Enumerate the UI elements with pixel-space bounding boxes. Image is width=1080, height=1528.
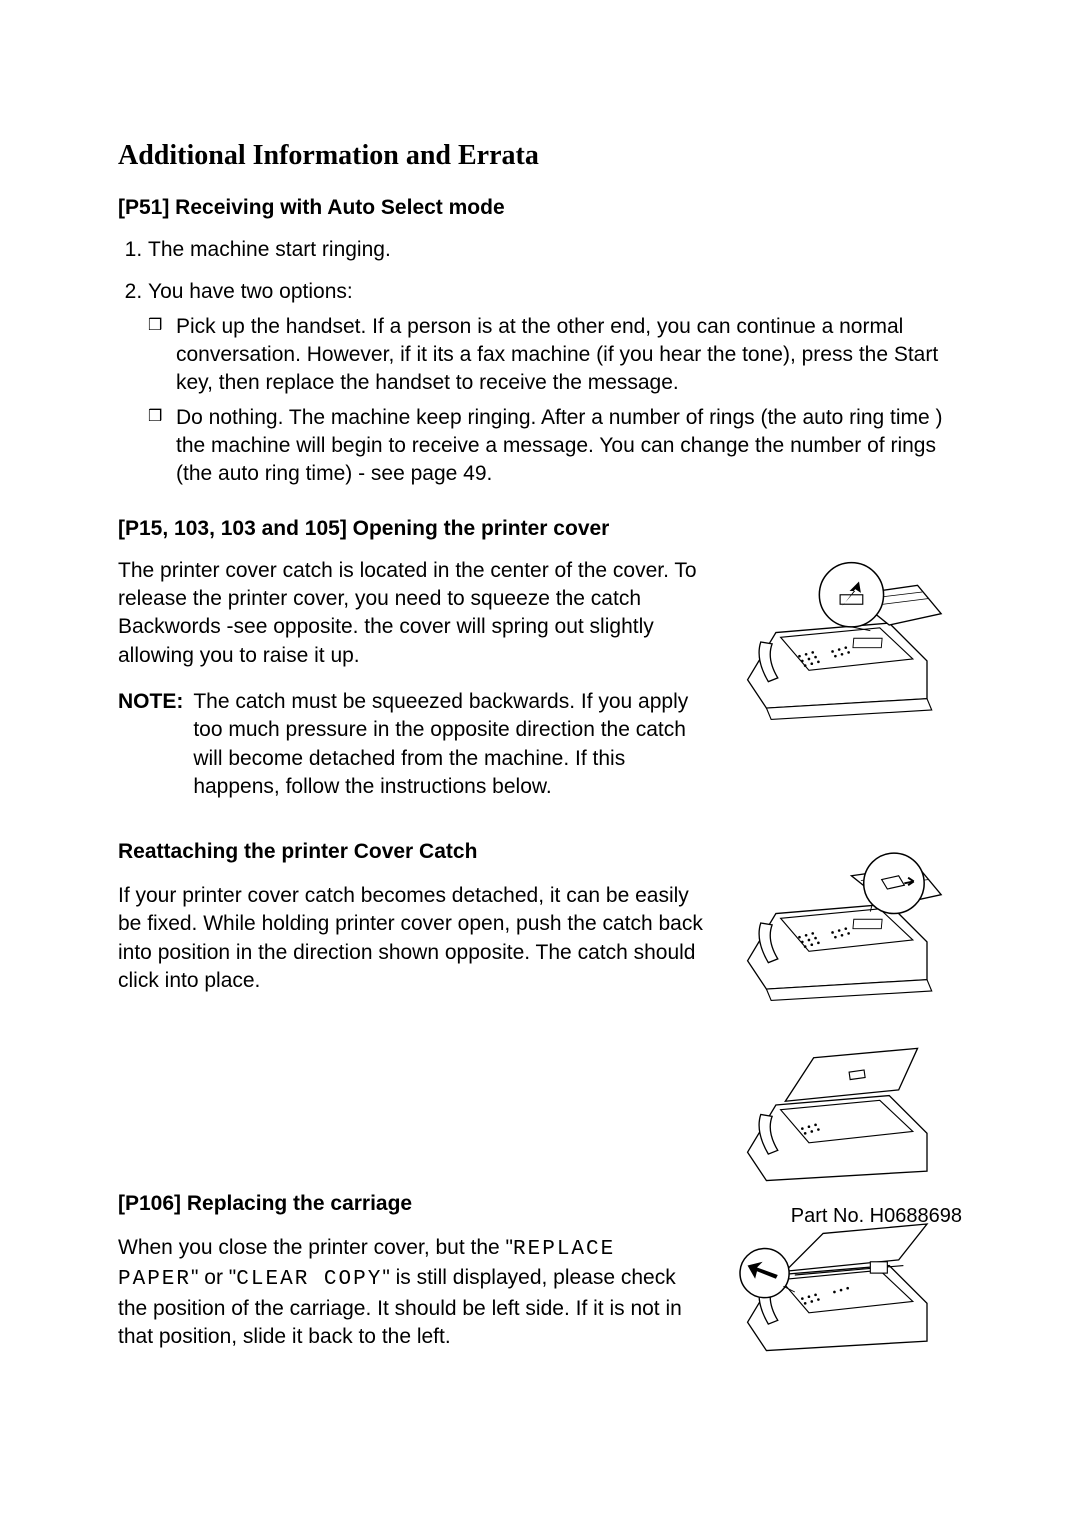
step-1: The machine start ringing. xyxy=(148,236,962,264)
page-title: Additional Information and Errata xyxy=(118,140,962,172)
figure-open-cover-icon xyxy=(722,557,962,727)
part-number: Part No. H0688698 xyxy=(791,1205,962,1228)
note-body: The catch must be squeezed backwards. If… xyxy=(193,688,704,801)
step-2-options: Pick up the handset. If a person is at t… xyxy=(148,313,962,489)
section-heading-carriage: [P106] Replacing the carriage xyxy=(118,1190,704,1218)
figure-cover-open-icon xyxy=(722,1020,962,1190)
section-heading-opening-cover: [P15, 103, 103 and 105] Opening the prin… xyxy=(118,517,962,541)
carriage-para: When you close the printer cover, but th… xyxy=(118,1234,704,1351)
option-a: Pick up the handset. If a person is at t… xyxy=(176,313,962,398)
carriage-mid: " or " xyxy=(191,1266,236,1289)
figure-detached-catch-icon xyxy=(722,838,962,1008)
reattach-para: If your printer cover catch becomes deta… xyxy=(118,882,704,995)
opening-cover-para: The printer cover catch is located in th… xyxy=(118,557,704,670)
auto-select-steps: The machine start ringing. You have two … xyxy=(118,236,962,489)
section-heading-p51: [P51] Receiving with Auto Select mode xyxy=(118,196,962,220)
document-page: Additional Information and Errata [P51] … xyxy=(0,0,1080,1528)
step-2-text: You have two options: xyxy=(148,280,353,303)
note-label: NOTE: xyxy=(118,688,183,801)
step-2: You have two options: Pick up the handse… xyxy=(148,278,962,488)
lcd-clear-copy: CLEAR COPY xyxy=(236,1268,382,1291)
note-block: NOTE: The catch must be squeezed backwar… xyxy=(118,688,704,801)
option-b: Do nothing. The machine keep ringing. Af… xyxy=(176,404,962,489)
carriage-pre: When you close the printer cover, but th… xyxy=(118,1236,513,1259)
section-heading-reattach: Reattaching the printer Cover Catch xyxy=(118,838,704,866)
